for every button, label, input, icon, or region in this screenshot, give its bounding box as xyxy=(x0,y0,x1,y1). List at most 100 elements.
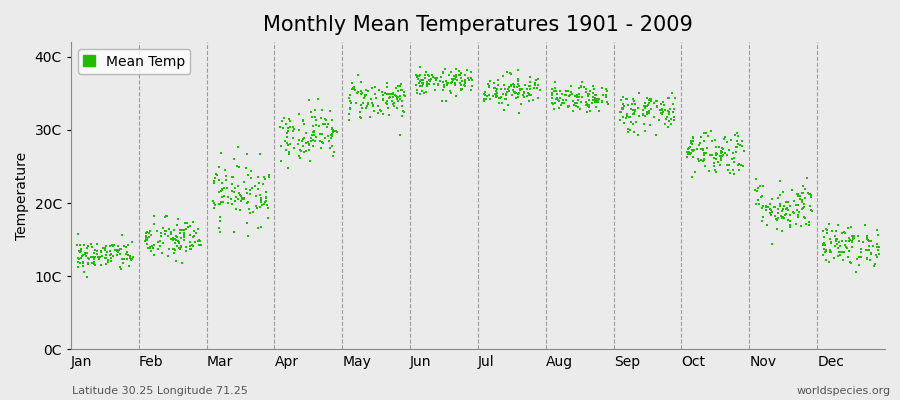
Point xyxy=(755,192,770,199)
Point xyxy=(225,201,239,208)
Point xyxy=(394,87,409,93)
Point xyxy=(526,97,540,103)
Point xyxy=(147,213,161,220)
Point xyxy=(464,87,478,94)
Point xyxy=(295,143,310,150)
Point xyxy=(316,121,330,127)
Point xyxy=(707,136,722,143)
Point xyxy=(508,90,522,96)
Point xyxy=(123,256,138,262)
Point xyxy=(736,163,751,169)
Point xyxy=(561,104,575,110)
Point xyxy=(823,247,837,254)
Point xyxy=(721,167,735,174)
Point xyxy=(397,88,411,95)
Point xyxy=(658,121,672,127)
Point xyxy=(638,100,652,106)
Point xyxy=(727,171,742,177)
Point xyxy=(706,160,721,167)
Point xyxy=(856,239,870,245)
Point xyxy=(235,195,249,201)
Point xyxy=(225,188,239,194)
Point xyxy=(816,246,831,252)
Point xyxy=(95,253,110,259)
Point xyxy=(231,144,246,150)
Point xyxy=(823,221,837,227)
Point xyxy=(765,241,779,247)
Point xyxy=(113,246,128,252)
Point xyxy=(827,232,842,239)
Point xyxy=(820,230,834,236)
Point xyxy=(616,94,630,100)
Point xyxy=(96,245,111,252)
Point xyxy=(287,126,302,132)
Point xyxy=(626,109,641,116)
Point xyxy=(615,105,629,111)
Point xyxy=(684,140,698,146)
Point xyxy=(643,122,657,128)
Point xyxy=(220,185,234,191)
Point xyxy=(502,70,517,76)
Point xyxy=(730,137,744,144)
Point xyxy=(88,247,103,253)
Point xyxy=(74,255,88,262)
Point xyxy=(861,243,876,250)
Point xyxy=(364,100,379,106)
Point xyxy=(626,107,641,113)
Point xyxy=(748,187,762,194)
Point xyxy=(458,78,473,84)
Point xyxy=(655,106,670,112)
Point xyxy=(194,242,208,248)
Point xyxy=(418,89,433,95)
Point xyxy=(464,82,479,89)
Point xyxy=(860,247,874,253)
Point xyxy=(639,94,653,101)
Point xyxy=(580,93,595,100)
Point xyxy=(185,243,200,250)
Point xyxy=(382,94,397,101)
Point xyxy=(385,91,400,97)
Point xyxy=(588,99,602,105)
Point xyxy=(691,156,706,162)
Point xyxy=(700,132,715,139)
Point xyxy=(661,124,675,130)
Point xyxy=(86,250,101,256)
Point xyxy=(409,72,423,78)
Point xyxy=(492,95,507,102)
Point xyxy=(346,86,360,92)
Point xyxy=(838,242,852,248)
Point xyxy=(323,145,338,152)
Point xyxy=(770,194,785,201)
Point xyxy=(318,121,332,128)
Point xyxy=(564,89,579,96)
Point xyxy=(419,83,434,89)
Point xyxy=(626,128,641,135)
Point xyxy=(682,148,697,155)
Point xyxy=(214,194,229,200)
Point xyxy=(562,103,576,109)
Point xyxy=(351,72,365,78)
Point xyxy=(650,98,664,104)
Point xyxy=(730,144,744,150)
Point xyxy=(397,109,411,115)
Point xyxy=(449,66,464,72)
Point xyxy=(309,134,323,140)
Point xyxy=(867,262,881,269)
Point xyxy=(184,242,199,248)
Point xyxy=(728,149,742,156)
Point xyxy=(616,106,630,112)
Point xyxy=(374,89,389,95)
Point xyxy=(782,222,796,228)
Point xyxy=(253,192,267,198)
Point xyxy=(529,85,544,91)
Point xyxy=(733,142,747,148)
Point xyxy=(819,257,833,263)
Point xyxy=(789,191,804,197)
Point xyxy=(635,107,650,114)
Point xyxy=(860,235,874,241)
Point xyxy=(210,172,224,179)
Point xyxy=(119,244,133,250)
Point xyxy=(353,114,367,120)
Point xyxy=(624,106,638,112)
Point xyxy=(632,113,646,119)
